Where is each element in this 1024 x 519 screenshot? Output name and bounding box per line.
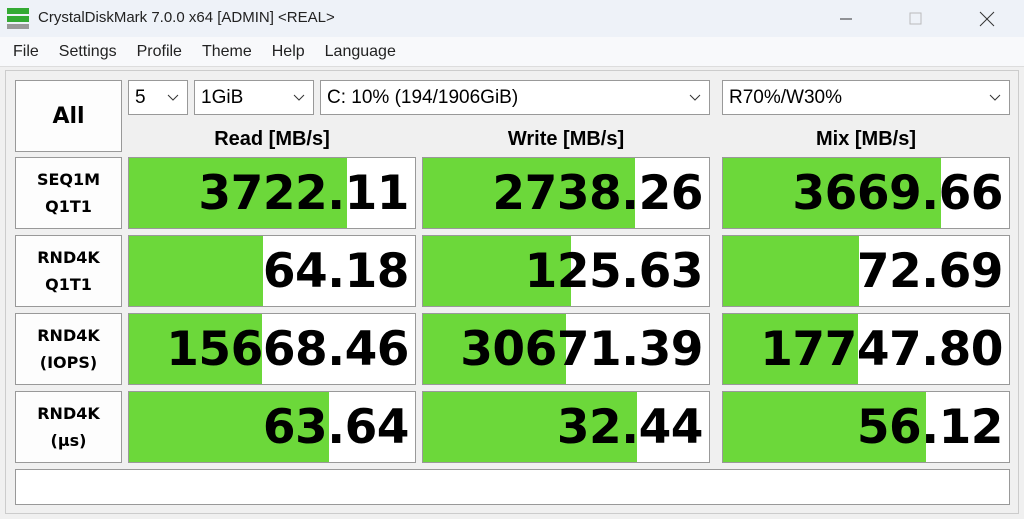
meter-bar [129,236,263,306]
column-header: Read [MB/s] [214,128,330,150]
window-buttons[interactable] [840,8,1010,30]
menu-bar: File Settings Profile Theme Help Language [0,37,1024,67]
menu-item[interactable]: Help [271,42,305,60]
panel [5,70,1019,514]
row-label-line: (IOPS) [39,353,98,372]
result-value: 3722.11 [198,166,409,221]
result-cell: 30671.39 [422,313,710,385]
result-cell: 64.18 [128,235,416,307]
column-header: Mix [MB/s] [816,128,916,150]
result-cell: 2738.26 [422,157,710,229]
row-label-line: RND4K [37,248,100,267]
row-label-line: (μs) [50,431,87,450]
row-label-line: RND4K [37,404,100,423]
window-title: CrystalDiskMark 7.0.0 x64 [ADMIN] <REAL> [38,9,335,26]
result-value: 125.63 [524,244,704,299]
result-value: 72.69 [856,244,1004,299]
meter-bar [129,314,263,384]
result-value: 2738.26 [492,166,703,221]
dropdown-value: R70%/W30% [729,86,842,108]
row-label[interactable]: RND4K Q1T1 [15,235,122,307]
result-cell: 125.63 [422,235,710,307]
meter-bar [423,314,566,384]
dropdown-arrow [167,94,179,101]
menu-item[interactable]: Profile [136,42,182,60]
meter-bar [423,392,637,462]
column-header: Write [MB/s] [507,128,625,150]
row-label-line: SEQ1M [36,170,101,189]
result-value: 64.18 [262,244,410,299]
row-label-line: Q1T1 [45,197,92,216]
meter-bar [723,236,860,306]
app-icon [7,8,29,29]
result-value: 56.12 [856,400,1004,455]
row-label[interactable]: SEQ1M Q1T1 [15,157,122,229]
dropdown-arrow [689,94,701,101]
meter-bar [723,392,926,462]
all-button[interactable]: All [15,80,122,152]
result-value: 15668.46 [166,322,409,377]
row-label-line: Q1T1 [45,275,92,294]
dropdown[interactable]: R70%/W30% [722,80,1010,115]
result-value: 3669.66 [792,166,1003,221]
menu-item[interactable]: Language [324,42,396,60]
menu-item[interactable]: Settings [58,42,117,60]
meter-bar [129,158,347,228]
row-label[interactable]: RND4K (μs) [15,391,122,463]
dropdown-value: C: 10% (194/1906GiB) [327,86,519,108]
dropdown-arrow [989,94,1001,101]
dropdown-arrow [293,94,305,101]
meter-bar [423,158,635,228]
result-value: 17747.80 [760,322,1003,377]
result-cell: 72.69 [722,235,1010,307]
dropdown[interactable]: 5 [128,80,188,115]
result-cell: 3669.66 [722,157,1010,229]
meter-bar [723,158,941,228]
title-bar: CrystalDiskMark 7.0.0 x64 [ADMIN] <REAL> [0,0,1024,37]
dropdown-value: 1GiB [201,86,244,108]
dropdown[interactable]: C: 10% (194/1906GiB) [320,80,710,115]
result-cell: 63.64 [128,391,416,463]
menu-item[interactable]: Theme [201,42,252,60]
result-cell: 32.44 [422,391,710,463]
dropdown-value: 5 [135,86,146,108]
result-cell: 17747.80 [722,313,1010,385]
result-value: 63.64 [262,400,410,455]
meter-bar [423,236,571,306]
result-value: 30671.39 [460,322,703,377]
menu-item[interactable]: File [13,42,39,60]
result-cell: 15668.46 [128,313,416,385]
result-value: 32.44 [556,400,704,455]
comment-box[interactable] [15,469,1010,505]
meter-bar [129,392,329,462]
dropdown[interactable]: 1GiB [194,80,314,115]
result-cell: 3722.11 [128,157,416,229]
result-cell: 56.12 [722,391,1010,463]
meter-bar [723,314,858,384]
row-label[interactable]: RND4K (IOPS) [15,313,122,385]
row-label-line: RND4K [37,326,100,345]
